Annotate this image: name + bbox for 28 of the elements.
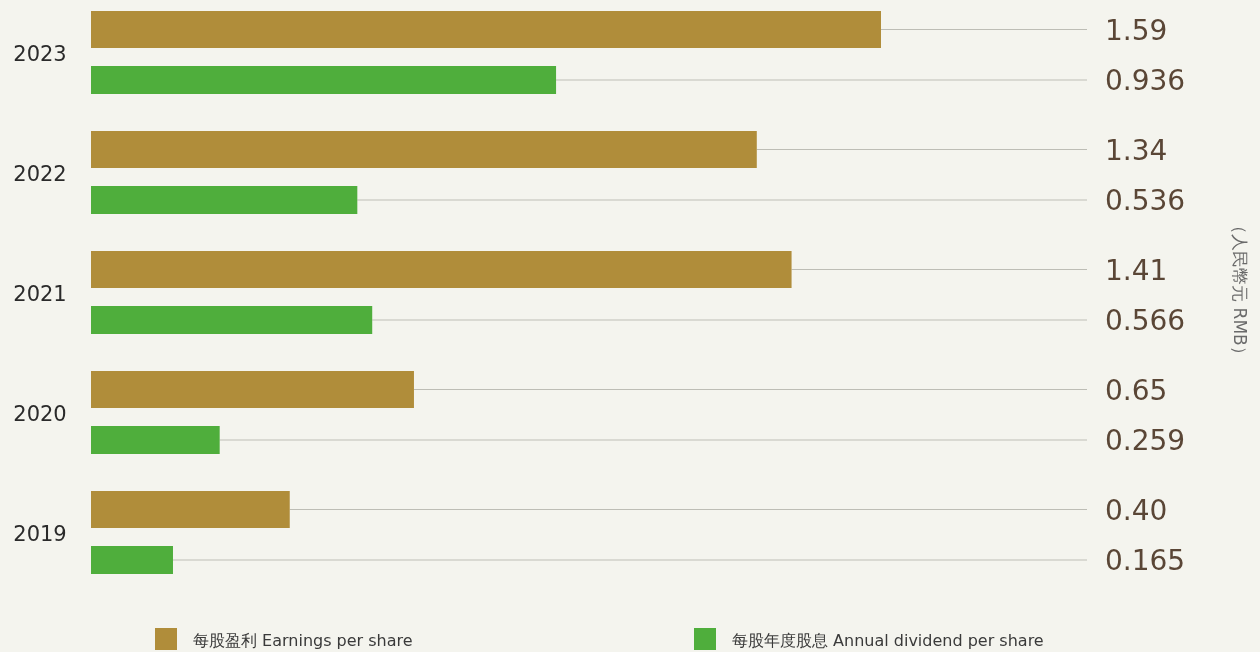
bar bbox=[91, 546, 173, 574]
bar bbox=[91, 491, 290, 528]
y-tick-label: 2023 bbox=[13, 42, 67, 66]
bar bbox=[91, 251, 792, 288]
data-label: 0.536 bbox=[1105, 184, 1186, 217]
bar bbox=[91, 306, 373, 334]
bar bbox=[91, 426, 220, 454]
data-label: 1.34 bbox=[1105, 133, 1168, 167]
bar bbox=[91, 371, 414, 408]
y-tick-label: 2020 bbox=[13, 402, 67, 426]
bar bbox=[91, 11, 881, 48]
bar bbox=[91, 66, 557, 94]
bar bbox=[91, 186, 358, 214]
text: （人民幣元 RMB） bbox=[1230, 217, 1250, 363]
data-label: 1.41 bbox=[1105, 253, 1168, 287]
data-label: 0.936 bbox=[1105, 64, 1186, 97]
y-tick-label: 2019 bbox=[13, 522, 67, 546]
legend-label: 每股年度股息 Annual dividend per share bbox=[732, 631, 1044, 650]
legend-label: 每股盈利 Earnings per share bbox=[193, 631, 413, 650]
y-tick-label: 2022 bbox=[13, 162, 67, 186]
data-label: 0.65 bbox=[1105, 373, 1168, 407]
y-tick-label: 2021 bbox=[13, 282, 67, 306]
data-label: 0.40 bbox=[1105, 493, 1168, 527]
data-label: 0.165 bbox=[1105, 544, 1186, 577]
data-label: 1.59 bbox=[1105, 13, 1168, 47]
data-label: 0.259 bbox=[1105, 424, 1186, 457]
bar bbox=[91, 131, 757, 168]
data-label: 0.566 bbox=[1105, 304, 1186, 337]
